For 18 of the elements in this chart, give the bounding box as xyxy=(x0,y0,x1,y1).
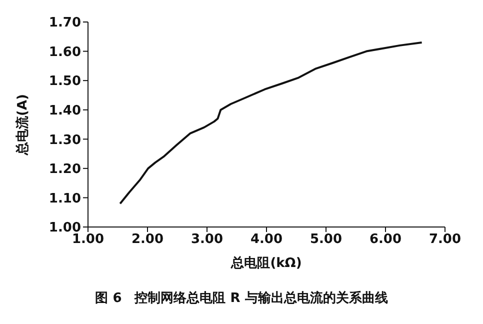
y-tick-label: 1.20 xyxy=(48,162,81,178)
x-tick-label: 1.00 xyxy=(72,232,104,248)
y-tick-label: 1.40 xyxy=(48,103,81,118)
x-tick-label: 7.00 xyxy=(428,232,462,248)
y-tick-label: 1.70 xyxy=(48,16,81,31)
y-tick-label: 1.50 xyxy=(48,74,81,90)
text: 图 6 控制网络总电阻 R 与输出总电流的关系曲线 xyxy=(94,290,389,307)
x-tick-label: 4.00 xyxy=(250,232,283,248)
y-tick-label: 1.30 xyxy=(48,132,81,148)
x-tick-label: 3.00 xyxy=(190,232,224,248)
x-tick-label: 5.00 xyxy=(310,232,342,248)
x-axis-title: 总电阻(kΩ) xyxy=(230,255,302,271)
y-tick-label: 1.10 xyxy=(48,191,81,206)
line-series xyxy=(119,42,423,205)
x-tick-label: 2.00 xyxy=(131,232,164,248)
y-axis-title: 总电流(A) xyxy=(14,94,31,156)
y-tick-label: 1.60 xyxy=(48,44,81,60)
x-tick-label: 6.00 xyxy=(369,232,402,248)
